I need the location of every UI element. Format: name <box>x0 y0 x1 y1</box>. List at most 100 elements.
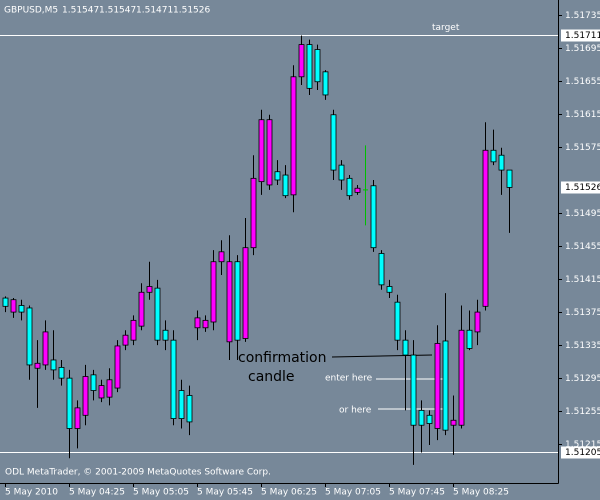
candle-body <box>2 297 9 307</box>
candle-body <box>250 177 257 249</box>
candle-body <box>50 359 57 371</box>
y-tick-label: 1.51615 <box>565 110 600 120</box>
candle-body <box>10 299 17 313</box>
candle-body <box>114 345 121 389</box>
candle-body <box>442 340 449 431</box>
candle-body <box>338 164 345 181</box>
header-value: 1.51526 <box>173 6 210 16</box>
candle-body <box>82 376 89 416</box>
candle-body <box>138 291 145 327</box>
level-label: 1.51711 <box>565 31 600 41</box>
candle-body <box>66 377 73 429</box>
candle-body <box>266 119 273 186</box>
candle-body <box>466 329 473 349</box>
y-tick-label: 1.51735 <box>565 11 600 21</box>
candle-body <box>378 253 385 286</box>
candle-body <box>330 114 337 171</box>
candle-body <box>418 409 425 426</box>
x-tick-label: 5 May 04:25 <box>69 488 125 498</box>
candle-body <box>74 407 81 429</box>
candle-body <box>346 177 353 197</box>
header-value: 1.51547 <box>62 6 99 16</box>
candle-body <box>314 49 321 83</box>
annotation: candle <box>248 369 295 385</box>
y-tick-label: 1.51655 <box>565 77 600 87</box>
footer: ODL MetaTrader, © 2001-2009 MetaQuotes S… <box>5 468 271 478</box>
candle-body <box>490 149 497 163</box>
candle-body <box>322 71 329 96</box>
level-box <box>561 446 600 459</box>
candle-body <box>130 319 137 341</box>
candle-body <box>98 385 105 399</box>
y-tick-label: 1.51415 <box>565 275 600 285</box>
candle-body <box>282 174 289 197</box>
candle-body <box>226 261 233 343</box>
candle-body <box>402 339 409 356</box>
candle-body <box>426 414 433 424</box>
x-tick-label: 5 May 06:25 <box>261 488 317 498</box>
x-tick-label: 5 May 08:25 <box>453 488 509 498</box>
candle-body <box>18 305 25 313</box>
candle-body <box>482 149 489 307</box>
candle-body <box>458 329 465 426</box>
y-tick-label: 1.51335 <box>565 341 600 351</box>
candle-body <box>34 362 41 369</box>
candle-body <box>410 354 417 426</box>
candle-body <box>122 334 129 346</box>
candle-body <box>194 317 201 329</box>
candle-body <box>154 287 161 341</box>
y-tick-label: 1.51375 <box>565 308 600 318</box>
candle-body <box>202 319 209 329</box>
annotation: or here <box>339 406 372 416</box>
x-tick-label: 5 May 07:45 <box>389 488 445 498</box>
candle-body <box>298 44 305 78</box>
candle-body <box>450 419 457 426</box>
y-tick-label: 1.51695 <box>565 44 600 54</box>
price-box <box>561 181 600 194</box>
candle-body <box>274 171 281 181</box>
annotation: confirmation <box>238 350 327 366</box>
candle-body <box>26 307 33 366</box>
level-box <box>561 29 600 42</box>
candle-body <box>234 261 241 341</box>
candle-body <box>170 339 177 419</box>
y-tick-label: 1.51215 <box>565 440 600 450</box>
y-tick-label: 1.51255 <box>565 407 600 417</box>
chart-title: GBPUSD,M5 <box>4 6 58 16</box>
candle-body <box>210 261 217 323</box>
candle-body <box>242 247 249 339</box>
x-tick-label: 5 May 07:05 <box>325 488 381 498</box>
candle-body <box>258 119 265 183</box>
candle-body <box>354 187 361 193</box>
candle-body <box>498 154 505 171</box>
candle-body <box>218 251 225 263</box>
candle-body <box>290 76 297 196</box>
current-price: 1.51526 <box>565 183 600 193</box>
y-tick-label: 1.51295 <box>565 374 600 384</box>
y-tick-label: 1.51495 <box>565 209 600 219</box>
candle-body <box>42 331 49 366</box>
candle-body <box>106 379 113 398</box>
candle-body <box>386 286 393 293</box>
header-value: 1.51547 <box>99 6 136 16</box>
annotation: enter here <box>325 374 373 384</box>
y-tick-label: 1.51455 <box>565 242 600 252</box>
candle-body <box>370 185 377 249</box>
candle-body <box>90 374 97 391</box>
candle-body <box>474 311 481 333</box>
x-tick-label: 5 May 2010 <box>5 488 58 498</box>
level-label: 1.51205 <box>565 448 600 458</box>
candle-body <box>178 390 185 419</box>
candle-body <box>58 367 65 379</box>
x-tick-label: 5 May 05:05 <box>133 488 189 498</box>
y-tick-label: 1.51575 <box>565 143 600 153</box>
level-name: target <box>432 23 460 33</box>
candle-body <box>162 329 169 341</box>
x-tick-label: 5 May 05:45 <box>197 488 253 498</box>
header-value: 1.51471 <box>136 6 173 16</box>
candle-body <box>146 286 153 293</box>
candle-body <box>186 395 193 423</box>
candle-body <box>306 44 313 89</box>
candle-body <box>394 301 401 341</box>
